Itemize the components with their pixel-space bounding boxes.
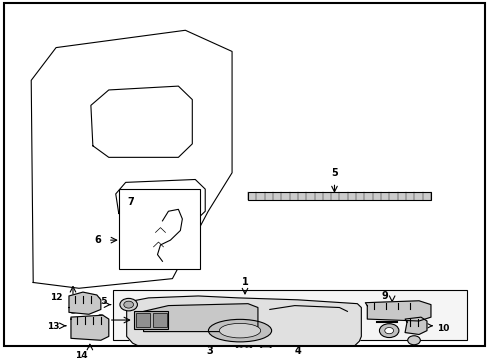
- Text: 11: 11: [380, 328, 393, 337]
- Bar: [113, 290, 466, 340]
- Bar: [133, 311, 168, 329]
- Bar: [153, 313, 166, 327]
- Bar: [247, 192, 430, 200]
- Bar: [136, 313, 149, 327]
- Text: 12: 12: [50, 293, 62, 302]
- Circle shape: [123, 301, 133, 308]
- Ellipse shape: [219, 323, 260, 338]
- Text: 7: 7: [127, 197, 134, 207]
- Circle shape: [384, 328, 393, 334]
- Polygon shape: [404, 317, 426, 334]
- Polygon shape: [126, 296, 361, 346]
- Circle shape: [239, 347, 248, 353]
- Text: 13: 13: [47, 322, 59, 331]
- Polygon shape: [234, 346, 253, 354]
- Polygon shape: [258, 346, 273, 353]
- Circle shape: [120, 298, 137, 311]
- Text: 5: 5: [330, 168, 337, 178]
- Text: 3: 3: [206, 346, 213, 356]
- Text: 8: 8: [69, 306, 76, 316]
- Text: 4: 4: [294, 346, 301, 356]
- Polygon shape: [365, 301, 430, 321]
- Text: 6: 6: [94, 235, 101, 245]
- Polygon shape: [71, 315, 108, 340]
- Circle shape: [407, 336, 420, 345]
- Text: 1: 1: [241, 278, 248, 288]
- Text: 15: 15: [94, 297, 107, 306]
- Text: 9: 9: [381, 291, 388, 301]
- Circle shape: [379, 324, 398, 338]
- Bar: [119, 189, 200, 269]
- Text: 2: 2: [97, 314, 104, 324]
- Text: 14: 14: [75, 351, 87, 360]
- Polygon shape: [143, 304, 257, 332]
- Polygon shape: [69, 292, 101, 314]
- Text: 10: 10: [436, 324, 448, 333]
- Polygon shape: [86, 350, 94, 356]
- Ellipse shape: [208, 319, 271, 342]
